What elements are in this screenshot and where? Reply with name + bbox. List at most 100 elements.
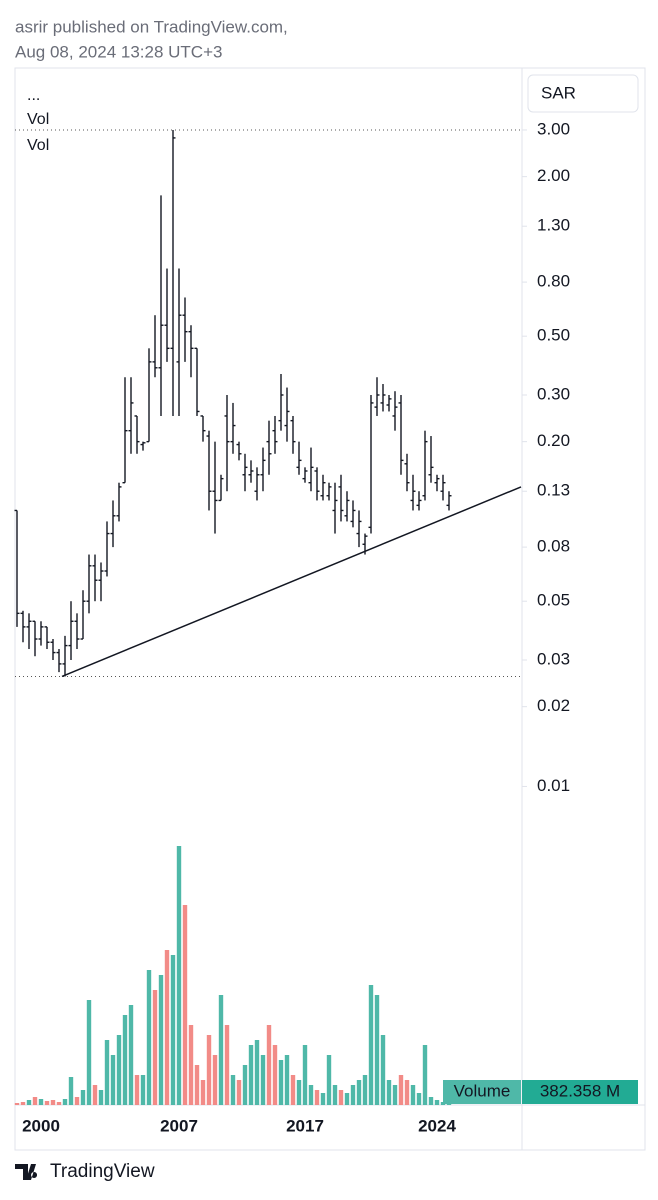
y-tick-label: 0.50 — [537, 326, 570, 345]
y-tick-label: 0.08 — [537, 537, 570, 556]
volume-bar — [410, 1085, 416, 1105]
volume-bar — [128, 1005, 134, 1105]
volume-bar — [146, 970, 152, 1105]
y-tick-label: 2.00 — [537, 166, 570, 185]
volume-bar — [98, 1090, 104, 1105]
volume-bar — [434, 1100, 440, 1105]
volume-bar — [200, 1080, 206, 1105]
y-tick-label: 1.30 — [537, 216, 570, 235]
volume-bar — [296, 1080, 302, 1105]
x-tick-label: 2000 — [22, 1116, 60, 1135]
price-series — [14, 129, 452, 677]
y-tick-label: 3.00 — [537, 119, 570, 138]
volume-bar — [326, 1055, 332, 1105]
volume-bar — [254, 1040, 260, 1105]
volume-bar — [116, 1035, 122, 1105]
volume-bar — [284, 1055, 290, 1105]
volume-bar — [212, 1055, 218, 1105]
volume-bar — [380, 1035, 386, 1105]
volume-name: Volume — [454, 1081, 511, 1100]
volume-bar — [26, 1100, 32, 1105]
volume-bar — [56, 1102, 62, 1105]
volume-bar — [218, 995, 224, 1105]
volume-bar — [68, 1077, 74, 1105]
volume-bar — [176, 846, 182, 1105]
y-tick-label: 0.05 — [537, 591, 570, 610]
volume-bar — [182, 905, 188, 1105]
volume-bar — [170, 955, 176, 1105]
branding-logo — [15, 1164, 38, 1180]
volume-bar — [428, 1097, 434, 1105]
volume-bar — [224, 1025, 230, 1105]
volume-bar — [110, 1055, 116, 1105]
y-tick-label: 0.01 — [537, 776, 570, 795]
volume-bar — [20, 1102, 26, 1105]
volume-bar — [206, 1035, 212, 1105]
y-tick-label: 0.13 — [537, 481, 570, 500]
volume-bar — [32, 1097, 38, 1105]
currency-box[interactable] — [527, 74, 639, 113]
volume-bar — [344, 1093, 350, 1105]
volume-bar — [38, 1099, 44, 1105]
legend-item: Vol — [27, 111, 49, 128]
trendline — [61, 486, 522, 678]
branding: TradingView — [15, 1161, 155, 1182]
volume-bar — [404, 1080, 410, 1105]
volume-bar — [260, 1055, 266, 1105]
volume-bar — [338, 1090, 344, 1105]
volume-bar — [308, 1085, 314, 1105]
volume-value: 382.358 M — [540, 1081, 620, 1100]
x-tick-label: 2007 — [160, 1116, 198, 1135]
volume-bar — [134, 1075, 140, 1105]
volume-bar — [44, 1101, 50, 1105]
volume-bar — [356, 1080, 362, 1105]
volume-bar — [86, 1000, 92, 1105]
volume-bar — [140, 1075, 146, 1105]
volume-bar — [152, 990, 158, 1105]
chart-frame — [14, 67, 646, 1151]
volume-bar — [62, 1099, 68, 1105]
publisher-line: asrir published on TradingView.com, — [15, 17, 288, 36]
volume-bar — [392, 1085, 398, 1105]
volume-bar — [164, 950, 170, 1105]
volume-bar — [290, 1075, 296, 1105]
volume-bar — [14, 1103, 20, 1105]
currency-label: SAR — [541, 83, 576, 102]
volume-bar — [320, 1093, 326, 1105]
x-tick-label: 2024 — [418, 1116, 456, 1135]
volume-bar — [266, 1025, 272, 1105]
volume-bar — [314, 1090, 320, 1105]
y-tick-label: 0.03 — [537, 649, 570, 668]
volume-bar — [422, 1045, 428, 1105]
volume-bar — [416, 1093, 422, 1105]
volume-bar — [302, 1045, 308, 1105]
volume-bar — [242, 1065, 248, 1105]
volume-value-badge — [522, 1080, 638, 1104]
legend-more[interactable]: ... — [27, 87, 40, 104]
volume-bar — [278, 1060, 284, 1105]
volume-bar — [236, 1080, 242, 1105]
y-tick-label: 0.02 — [537, 696, 570, 715]
volume-bar — [248, 1045, 254, 1105]
legend-item: Vol — [27, 137, 49, 154]
volume-bar — [80, 1090, 86, 1105]
volume-bar — [368, 985, 374, 1105]
volume-bar — [398, 1075, 404, 1105]
branding-text: TradingView — [50, 1161, 155, 1182]
volume-bar — [74, 1097, 80, 1105]
volume-name-badge — [443, 1080, 521, 1104]
volume-bar — [272, 1045, 278, 1105]
volume-bar — [92, 1085, 98, 1105]
publish-date: Aug 08, 2024 13:28 UTC+3 — [15, 42, 222, 61]
volume-bar — [230, 1075, 236, 1105]
volume-bar — [332, 1085, 338, 1105]
y-tick-label: 0.20 — [537, 431, 570, 450]
volume-bar — [362, 1075, 368, 1105]
volume-bar — [350, 1085, 356, 1105]
volume-series — [14, 846, 452, 1105]
volume-bar — [374, 995, 380, 1105]
volume-bar — [386, 1080, 392, 1105]
volume-bar — [104, 1040, 110, 1105]
